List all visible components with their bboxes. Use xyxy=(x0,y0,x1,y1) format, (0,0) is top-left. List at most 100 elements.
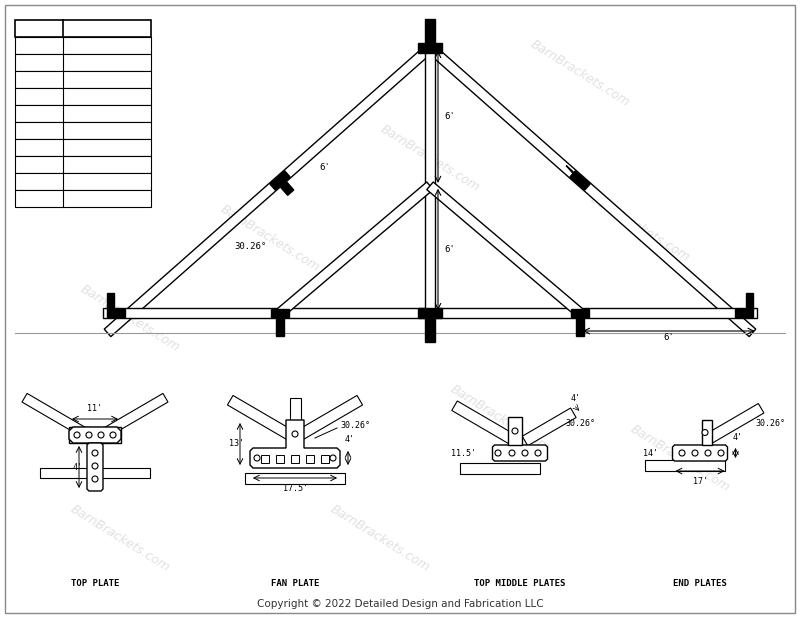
Text: 39.81 DEG: 39.81 DEG xyxy=(85,160,130,169)
Text: 14': 14' xyxy=(643,449,658,457)
Text: 4': 4' xyxy=(73,462,83,472)
Text: BarnBrackets.com: BarnBrackets.com xyxy=(78,282,182,354)
Polygon shape xyxy=(493,445,547,461)
Bar xyxy=(418,308,442,318)
Circle shape xyxy=(74,432,80,438)
Bar xyxy=(15,37,151,54)
Bar xyxy=(15,20,151,37)
Text: 10-12: 10-12 xyxy=(26,160,51,169)
Bar xyxy=(746,293,754,310)
Text: 6': 6' xyxy=(445,112,455,121)
Text: 22.62 DEG: 22.62 DEG xyxy=(85,75,130,84)
Bar xyxy=(15,156,151,173)
Polygon shape xyxy=(426,182,583,317)
Polygon shape xyxy=(522,408,576,446)
Text: 7-12: 7-12 xyxy=(29,109,49,118)
Circle shape xyxy=(330,455,336,461)
Polygon shape xyxy=(270,171,290,190)
Text: 5-12: 5-12 xyxy=(29,75,49,84)
Text: 6': 6' xyxy=(663,334,674,342)
Bar xyxy=(15,54,151,71)
Text: 4': 4' xyxy=(345,435,355,444)
Circle shape xyxy=(705,450,711,456)
Circle shape xyxy=(679,450,685,456)
Polygon shape xyxy=(425,48,435,313)
Bar xyxy=(276,317,284,336)
Bar xyxy=(418,43,442,53)
Text: 4-12: 4-12 xyxy=(29,58,49,67)
Polygon shape xyxy=(245,473,345,483)
Text: FAN PLATE: FAN PLATE xyxy=(271,578,319,588)
Text: BarnBrackets.com: BarnBrackets.com xyxy=(628,422,732,494)
Polygon shape xyxy=(452,401,518,446)
Bar xyxy=(321,455,329,463)
Polygon shape xyxy=(87,443,103,491)
Circle shape xyxy=(92,463,98,469)
Text: 30.26°: 30.26° xyxy=(565,418,595,428)
Circle shape xyxy=(110,432,116,438)
Polygon shape xyxy=(90,468,150,478)
Polygon shape xyxy=(40,468,100,478)
Bar xyxy=(15,173,151,190)
Circle shape xyxy=(512,428,518,434)
Polygon shape xyxy=(566,166,583,183)
Bar xyxy=(570,309,590,317)
Circle shape xyxy=(254,455,260,461)
Text: 30.26°: 30.26° xyxy=(340,421,370,431)
Text: 4': 4' xyxy=(733,433,742,442)
Text: BarnBrackets.com: BarnBrackets.com xyxy=(588,192,692,264)
Polygon shape xyxy=(292,396,362,442)
Text: 17': 17' xyxy=(693,477,707,486)
Text: 18.43 DEG: 18.43 DEG xyxy=(85,58,130,67)
Text: END PLATES: END PLATES xyxy=(673,578,727,588)
Bar xyxy=(276,455,284,463)
Polygon shape xyxy=(645,460,725,470)
Text: PITCH: PITCH xyxy=(26,24,51,33)
Circle shape xyxy=(509,450,515,456)
Bar xyxy=(425,19,435,43)
Polygon shape xyxy=(460,462,540,473)
Polygon shape xyxy=(277,178,294,195)
Text: 11': 11' xyxy=(87,404,102,413)
Bar xyxy=(15,71,151,88)
Text: 45.00 DEG: 45.00 DEG xyxy=(85,194,130,203)
Polygon shape xyxy=(702,420,712,445)
Polygon shape xyxy=(673,445,727,461)
Bar xyxy=(270,309,290,317)
Polygon shape xyxy=(102,394,168,438)
Polygon shape xyxy=(570,171,590,190)
Polygon shape xyxy=(69,427,121,443)
Text: Copyright © 2022 Detailed Design and Fabrication LLC: Copyright © 2022 Detailed Design and Fab… xyxy=(257,599,543,609)
Polygon shape xyxy=(277,182,434,317)
Bar xyxy=(291,455,299,463)
Circle shape xyxy=(535,450,541,456)
Text: BarnBrackets.com: BarnBrackets.com xyxy=(528,37,632,109)
Circle shape xyxy=(495,450,501,456)
Bar xyxy=(15,122,151,139)
Polygon shape xyxy=(227,396,298,442)
Circle shape xyxy=(86,432,92,438)
Bar xyxy=(106,293,114,310)
Text: 26.57 DEG: 26.57 DEG xyxy=(85,92,130,101)
Text: 12-12: 12-12 xyxy=(26,194,51,203)
Text: TOP MIDDLE PLATES: TOP MIDDLE PLATES xyxy=(474,578,566,588)
Text: 42.51 DEG: 42.51 DEG xyxy=(85,177,130,186)
Text: 9-12: 9-12 xyxy=(29,143,49,152)
Text: 4': 4' xyxy=(570,394,580,403)
Circle shape xyxy=(522,450,528,456)
Bar xyxy=(15,190,151,207)
Bar xyxy=(576,317,584,336)
Bar xyxy=(69,427,121,443)
Circle shape xyxy=(92,476,98,482)
Polygon shape xyxy=(290,398,301,438)
Text: BarnBrackets.com: BarnBrackets.com xyxy=(218,202,322,274)
Polygon shape xyxy=(508,417,522,445)
Text: 30.26°: 30.26° xyxy=(755,418,785,428)
Polygon shape xyxy=(104,44,434,337)
Text: 13': 13' xyxy=(229,439,244,449)
Text: 8-12: 8-12 xyxy=(29,126,49,135)
Text: 17.5': 17.5' xyxy=(282,484,307,493)
Circle shape xyxy=(98,432,104,438)
Text: 30.26°: 30.26° xyxy=(234,242,266,252)
Text: 11.5': 11.5' xyxy=(451,449,477,457)
